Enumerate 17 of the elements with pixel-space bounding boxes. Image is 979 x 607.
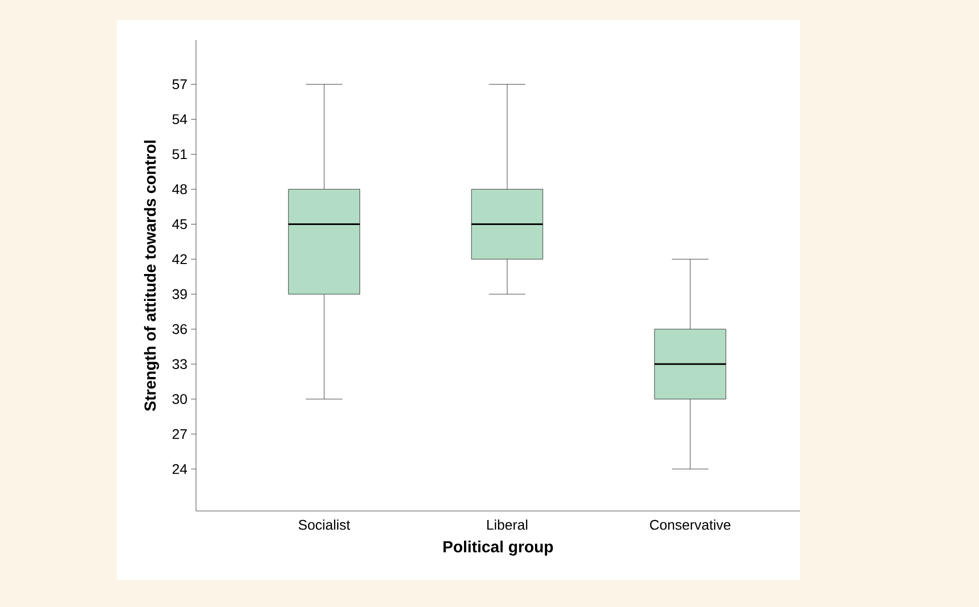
- y-tick-label: 54: [172, 114, 188, 124]
- y-tick-label: 24: [172, 464, 188, 474]
- x-tick-label: Conservative: [650, 520, 730, 530]
- y-tick-label: 51: [172, 149, 187, 160]
- y-tick-label: 30: [172, 394, 187, 404]
- x-tick-label: Socialist: [298, 520, 350, 530]
- y-tick-label: 39: [172, 289, 187, 300]
- y-tick-label: 27: [172, 429, 187, 439]
- y-tick-label: 42: [172, 254, 187, 264]
- y-axis-title: Strength of attitude towards control: [144, 140, 160, 412]
- y-tick-label: 45: [172, 219, 187, 230]
- y-tick-label: 57: [172, 79, 187, 90]
- x-tick-label: Liberal: [487, 520, 528, 530]
- y-tick-label: 33: [172, 359, 187, 370]
- x-axis-title: Political group: [444, 540, 553, 556]
- y-tick-label: 36: [172, 324, 187, 334]
- y-tick-label: 48: [172, 184, 187, 194]
